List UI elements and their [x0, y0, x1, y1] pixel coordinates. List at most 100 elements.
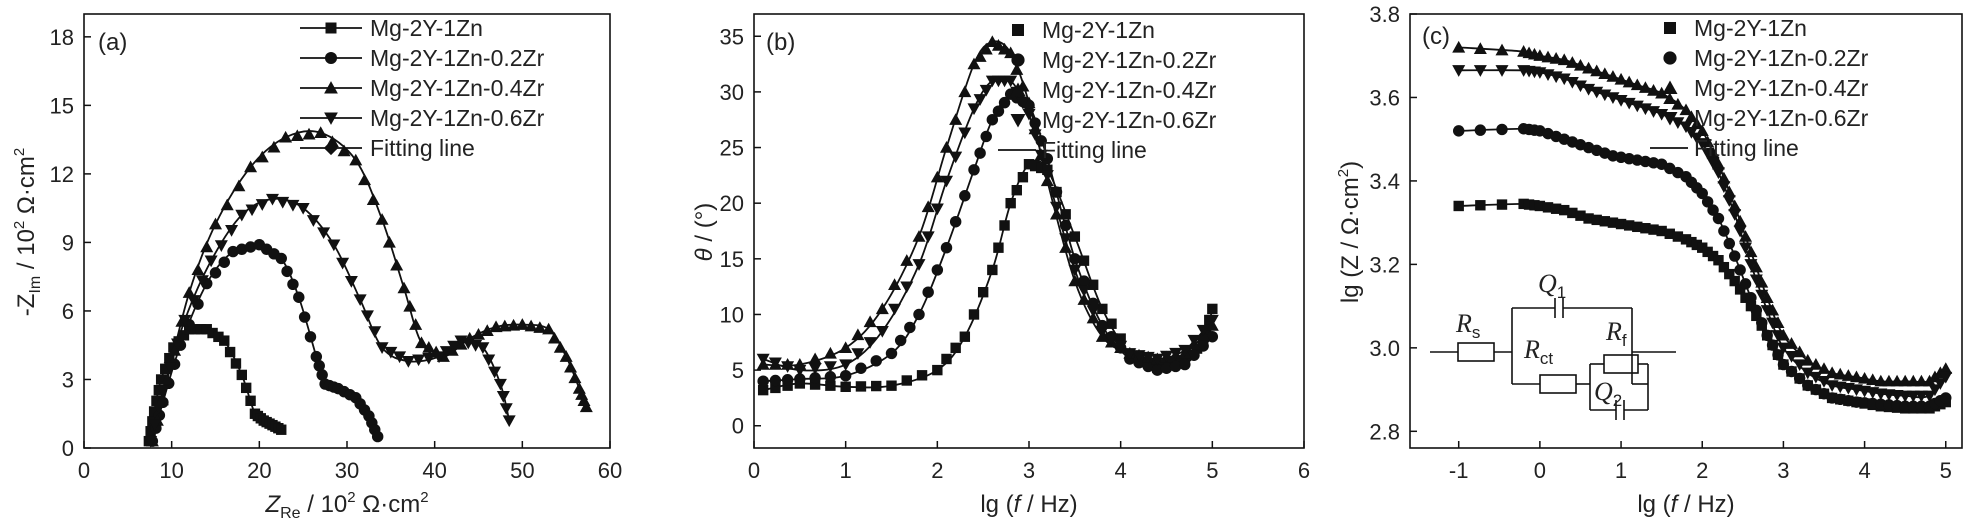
legend-label-c-4: Fitting line: [1694, 135, 1799, 161]
legend-marker-a-2: [324, 81, 338, 94]
data-point-c-0-11: [1575, 210, 1586, 221]
data-point-c-0-23: [1672, 231, 1684, 242]
data-point-b-3-15: [940, 175, 953, 188]
data-point-b-3-1: [768, 357, 782, 370]
data-point-b-3-41: [1141, 351, 1155, 364]
data-point-c-3-2: [1495, 65, 1509, 77]
data-point-a-2-44: [533, 321, 547, 333]
x-tick-label-c-1: 0: [1534, 458, 1546, 483]
data-point-b-0-18: [987, 264, 998, 276]
legend-marker-a-3: [324, 112, 338, 125]
data-point-c-3-45: [1801, 367, 1815, 380]
data-point-c-0-9: [1559, 204, 1570, 216]
data-point-b-1-17: [959, 190, 971, 202]
data-point-c-2-38: [1755, 275, 1769, 288]
data-point-c-3-35: [1739, 242, 1753, 255]
data-point-b-3-48: [1205, 314, 1219, 327]
y-tick-label-b-6: 30: [720, 80, 744, 105]
data-point-c-0-32: [1724, 268, 1735, 280]
data-point-b-3-31: [1050, 201, 1063, 214]
data-point-a-2-10: [220, 198, 234, 211]
data-point-b-0-17: [977, 287, 989, 298]
legend-marker-c-0: [1664, 22, 1676, 34]
data-point-c-1-58: [1907, 400, 1920, 412]
data-point-a-3-5: [171, 338, 185, 351]
data-point-b-1-21: [986, 113, 999, 126]
data-point-c-2-20: [1647, 84, 1661, 96]
data-point-a-1-39: [371, 430, 384, 443]
data-point-c-0-26: [1691, 239, 1703, 251]
data-point-c-0-14: [1599, 216, 1611, 227]
data-point-b-0-4: [809, 379, 821, 390]
data-point-c-2-17: [1622, 75, 1636, 88]
data-point-b-0-10: [901, 375, 912, 386]
x-tick-label-c-4: 3: [1777, 458, 1789, 483]
data-point-a-2-7: [191, 263, 205, 276]
data-point-c-2-32: [1722, 185, 1736, 198]
data-point-a-1-24: [310, 350, 323, 363]
legend-a: Mg-2Y-1Zn Mg-2Y-1Zn-0.2Zr Mg-2Y-1Zn-0.4Zr M…: [300, 15, 545, 161]
data-point-a-3-33: [432, 351, 446, 364]
data-point-b-1-34: [1078, 275, 1090, 287]
data-point-b-0-8: [871, 380, 882, 392]
y-tick-label-b-7: 35: [720, 24, 744, 49]
data-point-b-1-46: [1188, 349, 1200, 361]
data-point-c-2-8: [1549, 52, 1563, 64]
data-point-c-2-30: [1711, 157, 1725, 170]
circuit-label-rct: Rct: [1523, 335, 1553, 368]
y-tick-label-b-5: 25: [720, 136, 744, 161]
data-point-b-1-15: [940, 241, 953, 254]
data-point-a-2-30: [415, 336, 429, 349]
data-point-a-0-33: [276, 424, 287, 435]
x-tick-label-c-6: 5: [1940, 458, 1952, 483]
data-point-b-2-35: [1086, 311, 1100, 324]
data-point-c-3-32: [1722, 195, 1736, 207]
data-point-b-3-37: [1105, 333, 1118, 346]
data-point-c-0-34: [1734, 284, 1746, 295]
data-point-b-3-47: [1196, 324, 1210, 337]
data-point-c-0-1: [1475, 200, 1486, 211]
data-point-c-0-33: [1729, 275, 1740, 287]
y-axis-label-c-exp: 2: [1335, 169, 1352, 177]
data-point-c-1-43: [1785, 365, 1798, 378]
data-point-c-0-20: [1648, 224, 1659, 235]
data-point-a-3-8: [195, 275, 209, 287]
data-point-c-2-46: [1809, 358, 1823, 370]
data-point-b-3-24: [1004, 75, 1018, 88]
data-point-b-0-19: [993, 242, 1004, 253]
data-point-b-3-17: [958, 127, 972, 140]
data-point-a-2-27: [397, 281, 411, 294]
data-point-c-3-11: [1573, 80, 1587, 93]
data-point-b-1-0: [757, 375, 769, 387]
y-axis-label-a-tail-exp: 2: [11, 148, 28, 156]
data-point-a-2-18: [314, 126, 328, 138]
data-point-a-3-16: [276, 196, 290, 209]
data-point-c-3-34: [1733, 225, 1747, 238]
data-point-c-0-7: [1542, 202, 1554, 213]
data-point-c-2-37: [1749, 260, 1763, 273]
data-point-c-3-10: [1565, 76, 1579, 89]
data-point-c-3-62: [1933, 378, 1947, 390]
data-point-c-2-7: [1541, 50, 1555, 63]
data-point-c-1-42: [1777, 358, 1790, 371]
data-point-a-3-23: [344, 276, 358, 288]
data-point-b-1-41: [1142, 360, 1154, 373]
legend-label-a-3: Mg-2Y-1Zn-0.6Zr: [370, 105, 545, 131]
data-point-c-2-63: [1939, 362, 1953, 374]
data-point-b-3-33: [1068, 264, 1082, 277]
data-point-c-0-12: [1583, 213, 1594, 224]
data-point-a-2-8: [200, 240, 214, 253]
y-tick-label-c-0: 2.8: [1369, 419, 1400, 444]
data-point-a-0-7: [160, 363, 171, 375]
data-point-b-2-19: [973, 50, 987, 62]
data-point-a-3-24: [353, 294, 367, 307]
data-point-a-3-3: [156, 385, 170, 398]
data-point-a-2-39: [489, 320, 503, 333]
data-point-a-2-21: [349, 153, 363, 166]
x-axis-label-b: lg (f / Hz): [980, 491, 1077, 518]
x-tick-label-a-5: 50: [510, 458, 534, 483]
circuit-resistor-rct: [1539, 374, 1577, 394]
x-tick-label-c-2: 1: [1615, 458, 1627, 483]
data-point-c-3-63: [1939, 371, 1953, 384]
